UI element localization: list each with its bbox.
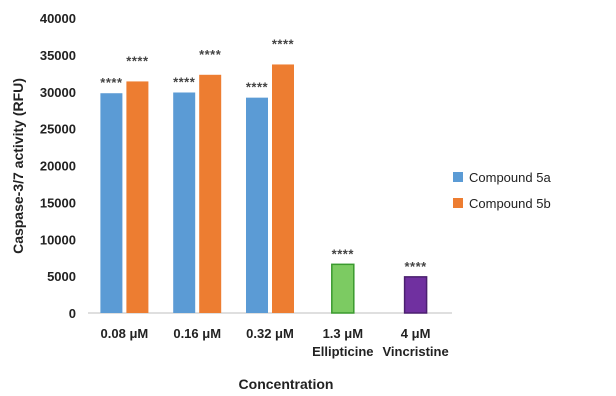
bar-vincristine	[403, 276, 428, 314]
bar-compound-5a	[173, 92, 196, 313]
x-category-label: 1.3 μM	[323, 326, 363, 341]
legend-label-compound-5b: Compound 5b	[469, 195, 551, 211]
significance-marker: ****	[246, 80, 269, 95]
x-category-sublabel: Vincristine	[382, 344, 448, 359]
x-category-label: 0.16 μM	[173, 326, 221, 341]
significance-marker: ****	[173, 74, 196, 89]
y-tick-label: 5000	[47, 269, 76, 284]
significance-marker: ****	[332, 246, 355, 261]
y-axis-ticks: 0 5000 10000 15000 20000 25000 30000 35000 40000	[40, 11, 76, 321]
x-category-label: 0.32 μM	[246, 326, 294, 341]
y-tick-label: 0	[69, 306, 76, 321]
bar-compound-5b	[199, 74, 222, 313]
bar-compound-5a	[100, 93, 123, 313]
y-tick-label: 15000	[40, 195, 76, 210]
legend-swatch-compound-5a	[453, 172, 463, 182]
legend-label-compound-5a: Compound 5a	[469, 169, 551, 185]
significance-marker: ****	[272, 36, 295, 51]
y-tick-label: 25000	[40, 122, 76, 137]
significance-marker: ****	[404, 259, 427, 274]
legend-swatch-compound-5b	[453, 198, 463, 208]
bar-compound-5b	[126, 81, 149, 313]
y-tick-label: 20000	[40, 159, 76, 174]
y-axis-title: Caspase-3/7 activity (RFU)	[10, 78, 26, 254]
y-tick-label: 10000	[40, 232, 76, 247]
bar-ellipticine	[331, 263, 355, 314]
x-category-sublabel: Ellipticine	[312, 344, 373, 359]
x-category-label: 0.08 μM	[101, 326, 149, 341]
bar-compound-5a	[246, 97, 268, 314]
x-axis-category-labels: 0.08 μM 0.16 μM 0.32 μM 1.3 μM Ellipticine 4 …	[101, 326, 449, 359]
x-category-label: 4 μM	[401, 326, 431, 341]
significance-marker: ****	[199, 47, 222, 62]
legend-item-compound-5b: Compound 5b	[453, 190, 551, 216]
significance-annotations: ********************************	[100, 36, 427, 274]
significance-marker: ****	[126, 53, 149, 68]
legend: Compound 5a Compound 5b	[453, 164, 551, 216]
y-tick-label: 35000	[40, 48, 76, 63]
bars	[100, 64, 428, 314]
significance-marker: ****	[100, 75, 123, 90]
x-axis-title: Concentration	[239, 376, 334, 392]
y-tick-label: 40000	[40, 11, 76, 26]
bar-compound-5b	[272, 64, 294, 314]
y-tick-label: 30000	[40, 85, 76, 100]
legend-item-compound-5a: Compound 5a	[453, 164, 551, 190]
